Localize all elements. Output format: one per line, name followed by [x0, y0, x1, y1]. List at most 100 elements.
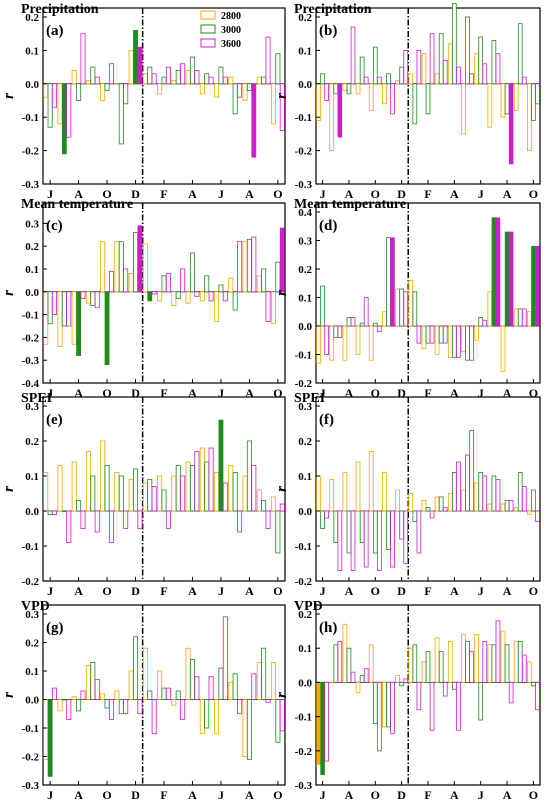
- bar-h-3600-Feb: [429, 682, 435, 731]
- x-tick-label: O: [371, 788, 380, 802]
- bar-g-2800-Jan: [142, 647, 148, 700]
- bar-b-3600-Feb: [429, 33, 435, 85]
- x-tick-label: A: [345, 584, 354, 598]
- y-tick-label: -0.2: [22, 752, 40, 764]
- x-tick-label: J: [320, 187, 326, 201]
- panel-c: 0.3 0.2 0.1 0.0 -0.1 -0.2 -0.3 -0.4 J A O D F A J A O Mea…: [1, 197, 286, 400]
- bar-b-3600-Aug: [350, 26, 356, 85]
- bar-c-3000-May: [204, 275, 210, 293]
- bar-c-3000-Oct: [275, 261, 281, 293]
- bar-b-3000-Jul: [491, 39, 497, 85]
- bar-h-3600-Sep: [363, 668, 369, 683]
- bar-d-3000-Sep: [517, 308, 523, 327]
- bar-c-3000-Jan: [147, 291, 153, 302]
- bar-c-3000-Apr: [189, 252, 195, 293]
- y-tick-label: 0.1: [298, 643, 312, 655]
- bar-b-2800-Jan: [408, 73, 414, 85]
- bar-e-2800-Dec: [128, 479, 134, 512]
- panel-title: SPEI: [21, 391, 52, 406]
- bar-a-2800-Oct: [270, 83, 276, 125]
- bar-h-2800-Nov: [382, 682, 387, 728]
- x-tick-label: A: [245, 187, 254, 201]
- bar-h-3000-Jul: [491, 644, 497, 683]
- bar-b-2800-Jun: [316, 83, 321, 121]
- bar-f-3000-Jun: [320, 510, 325, 529]
- y-tick-label: -0.3: [295, 780, 313, 792]
- bar-a-3600-Mar: [180, 63, 186, 85]
- bar-f-2800-Mar: [434, 496, 440, 512]
- bar-e-3600-May: [208, 447, 214, 512]
- bar-h-2800-Oct: [527, 661, 532, 683]
- y-tick-label: -0.3: [295, 179, 313, 191]
- panel-label: (g): [46, 620, 64, 636]
- bar-c-3000-Oct: [104, 291, 110, 366]
- bar-f-3000-Feb: [425, 507, 431, 512]
- bar-a-3000-Dec: [133, 30, 138, 85]
- bar-c-3000-Jun: [47, 291, 53, 325]
- bar-a-3000-Jul: [61, 83, 67, 155]
- bar-b-2800-Nov: [382, 83, 387, 105]
- bar-h-3000-Dec: [399, 682, 404, 687]
- bar-h-3000-Jun: [478, 682, 484, 721]
- x-tick-label: D: [397, 187, 406, 201]
- x-tick-label: F: [424, 788, 431, 802]
- bar-e-2800-Nov: [114, 472, 120, 512]
- bar-e-3000-Aug: [76, 500, 82, 512]
- bar-e-2800-Sep: [85, 451, 91, 512]
- y-tick-label: -0.3: [22, 780, 40, 792]
- bar-d-2800-Jul: [487, 291, 493, 327]
- bar-f-3600-Apr: [456, 461, 461, 512]
- bar-b-3000-Sep: [517, 23, 523, 85]
- bar-a-2800-Sep: [85, 80, 91, 85]
- y-tick-label: 0.3: [25, 401, 39, 413]
- bar-f-2800-Nov: [382, 472, 387, 512]
- bar-b-3000-Feb: [425, 83, 431, 115]
- bar-h-2800-Sep: [355, 682, 361, 694]
- bar-h-2800-Jul: [487, 644, 493, 683]
- bar-f-3600-Jan: [416, 510, 422, 554]
- bar-e-2800-Aug: [242, 475, 248, 512]
- bar-a-2800-Jul: [228, 76, 234, 85]
- legend-label-2800: 2800: [221, 11, 241, 22]
- bar-f-3000-Apr: [452, 472, 457, 512]
- x-tick-label: D: [131, 788, 140, 802]
- bar-e-2800-Jun: [43, 472, 49, 512]
- y-tick-label: 0.0: [298, 677, 312, 689]
- bar-g-3600-Feb: [165, 687, 171, 700]
- bar-d-2800-May: [461, 325, 466, 353]
- bar-f-3000-Aug: [504, 500, 510, 512]
- bar-e-3000-Jun: [218, 419, 224, 512]
- bar-g-3000-Nov: [118, 699, 124, 715]
- y-tick-label: -0.2: [295, 146, 313, 158]
- bar-b-2800-Apr: [447, 43, 453, 85]
- bar-d-3600-Sep: [363, 297, 369, 327]
- panel-b: 0.2 0.1 0.0 -0.1 -0.2 -0.3 J A O D F A J A O Precipitat…: [274, 2, 541, 201]
- y-tick-label: -0.2: [22, 332, 40, 344]
- x-tick-label: A: [245, 788, 254, 802]
- bar-c-2800-Oct: [270, 291, 276, 325]
- bar-d-3600-Jun: [324, 325, 329, 355]
- bar-e-3000-Oct: [104, 465, 110, 512]
- x-tick-label: J: [47, 788, 53, 802]
- bar-d-2800-Mar: [434, 325, 440, 355]
- bar-a-3600-Nov: [123, 83, 129, 105]
- bar-c-2800-Jul: [228, 277, 234, 293]
- x-tick-label: J: [218, 386, 224, 400]
- bar-e-3000-Jul: [232, 472, 238, 512]
- bar-c-3600-Mar: [180, 268, 186, 293]
- y-tick-label: 0.2: [298, 609, 312, 621]
- y-tick-label: 0.3: [25, 218, 39, 230]
- panel-title: VPD: [21, 599, 50, 614]
- bar-a-3600-Oct: [108, 63, 114, 85]
- bar-a-3600-Jul: [237, 83, 243, 98]
- bar-a-3000-Jun: [47, 83, 53, 128]
- x-tick-label: A: [345, 386, 354, 400]
- x-tick-label: A: [503, 788, 512, 802]
- y-tick-label: 0.1: [25, 666, 39, 678]
- bar-h-2800-Jul: [329, 682, 335, 684]
- bar-g-3000-Apr: [189, 659, 195, 700]
- bar-c-3600-Sep: [94, 291, 100, 309]
- bar-e-3000-Sep: [261, 500, 267, 512]
- x-tick-label: A: [345, 788, 354, 802]
- bar-g-3600-Jul: [66, 699, 72, 720]
